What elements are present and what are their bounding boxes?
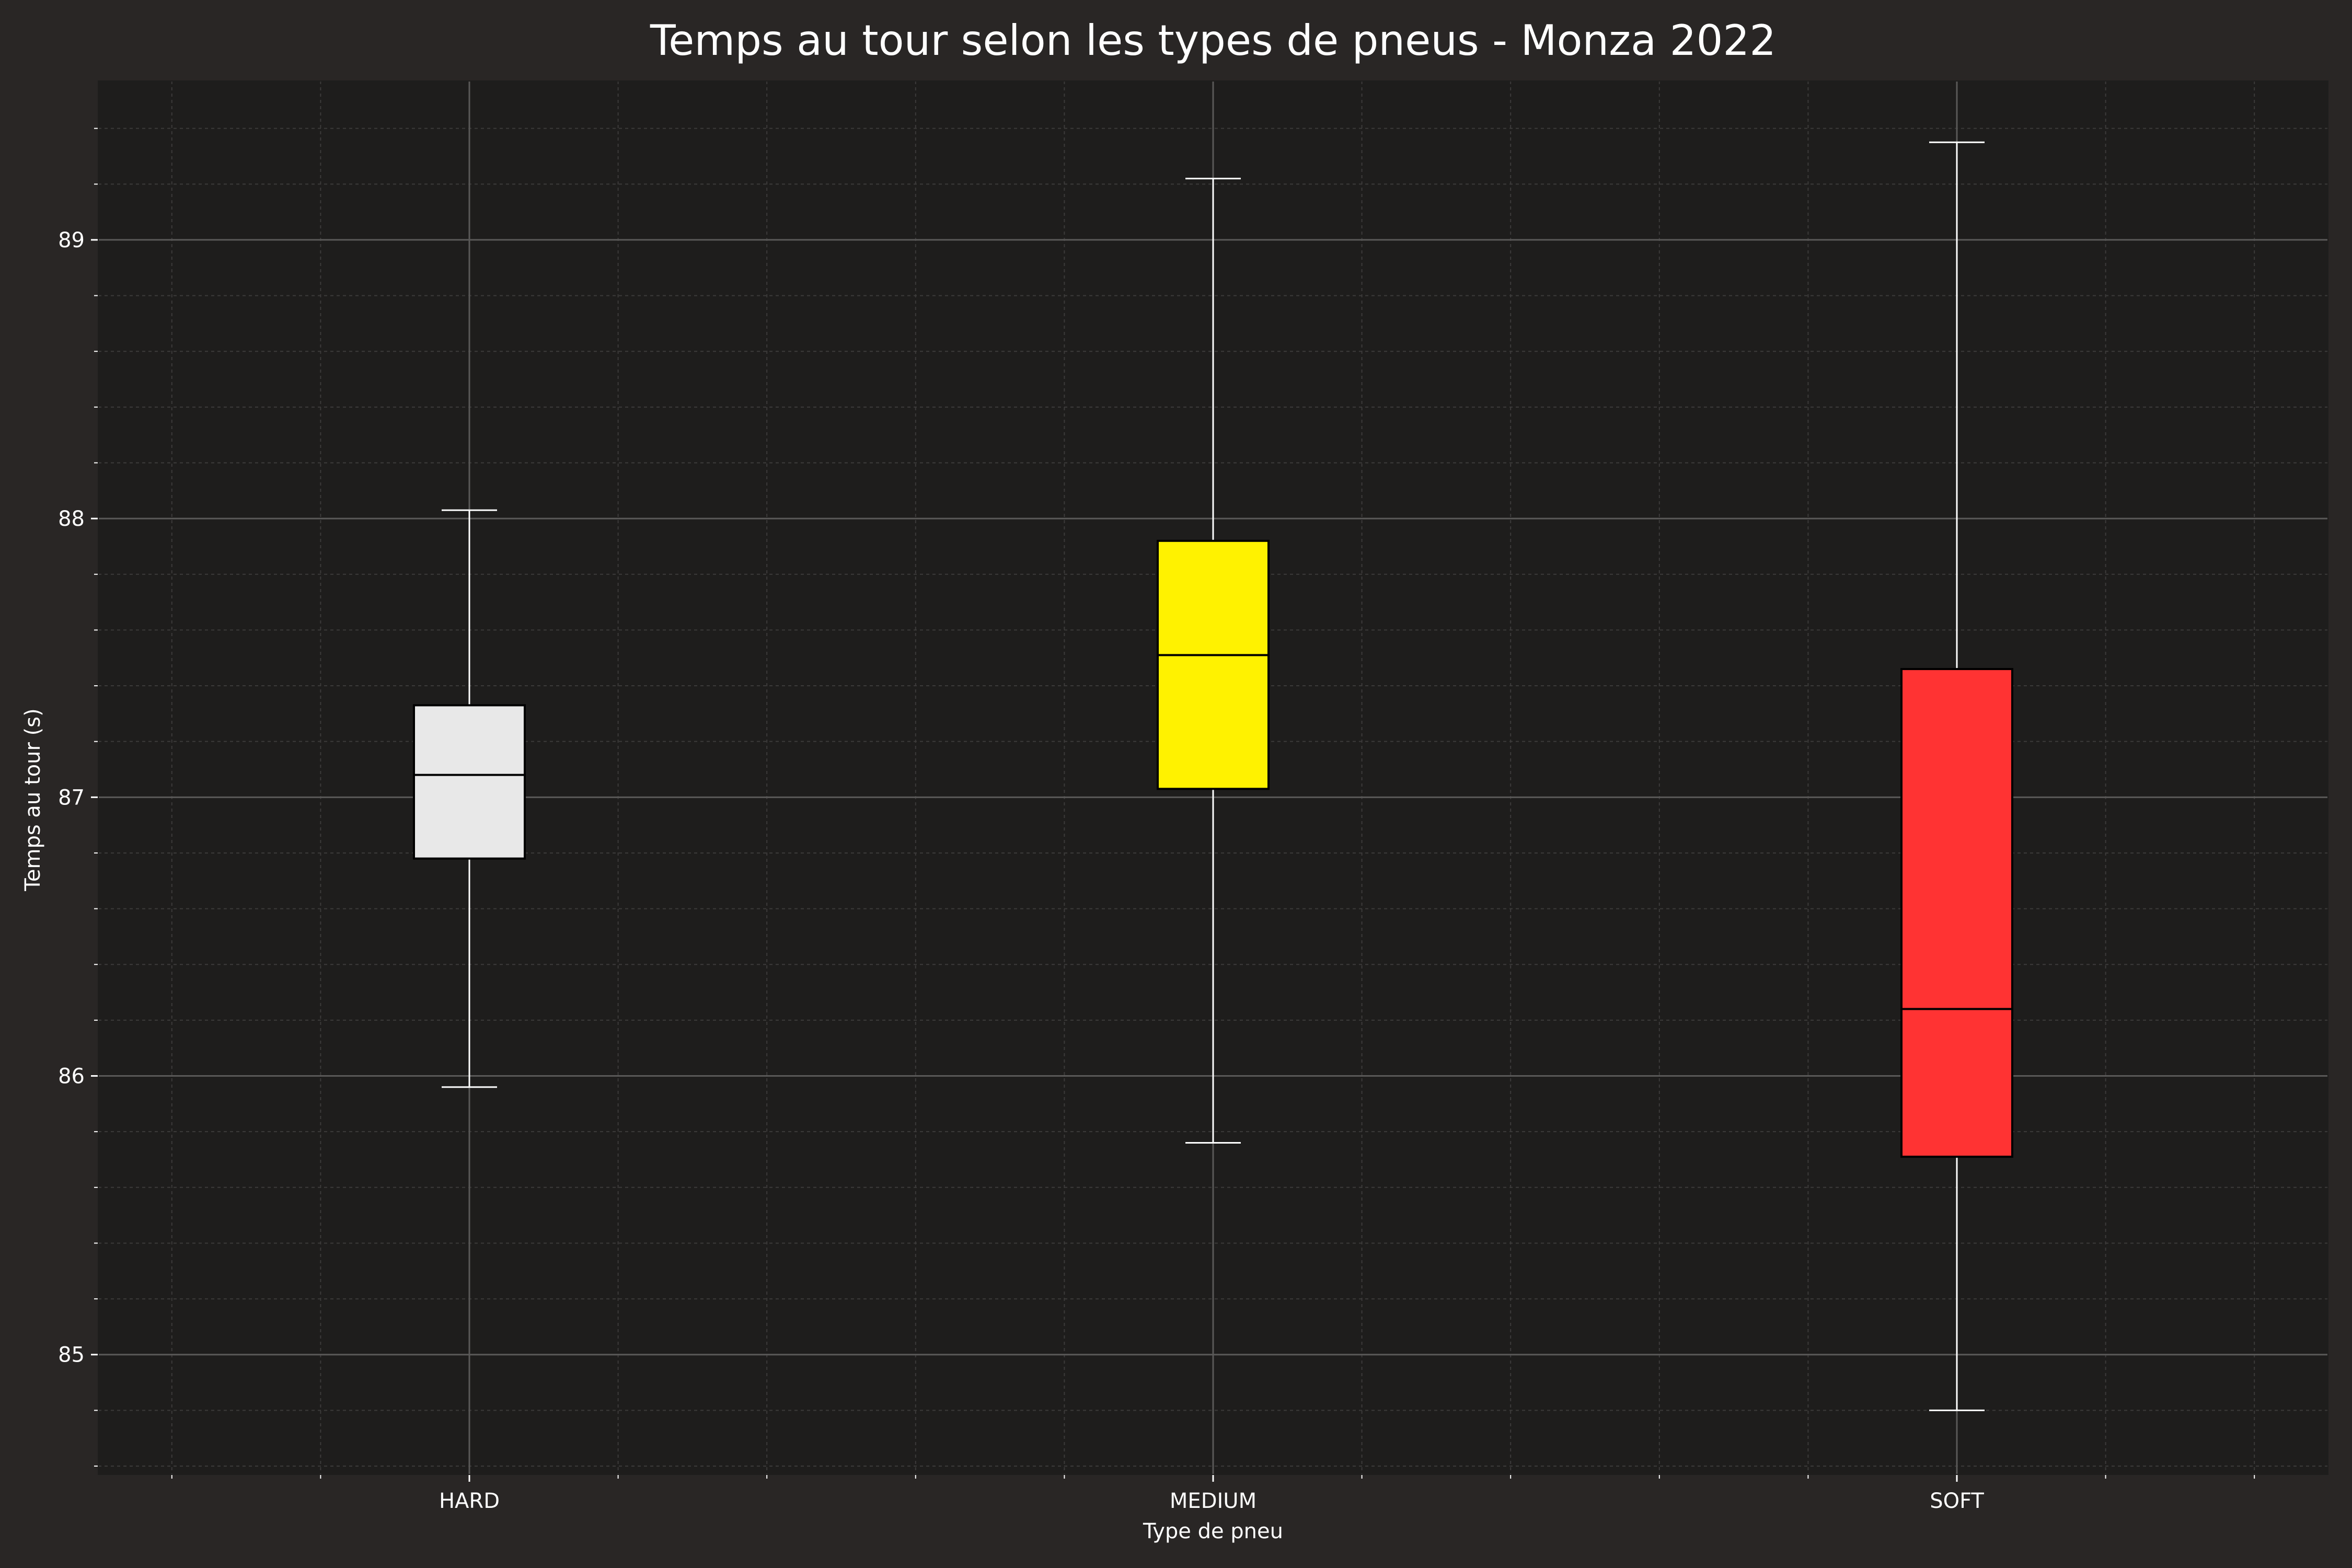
y-tick-label: 88 — [58, 507, 85, 531]
iqr-box — [1900, 668, 2013, 1158]
chart-title: Temps au tour selon les types de pneus -… — [650, 16, 1776, 65]
box-medium — [1157, 178, 1270, 1144]
y-tick-label: 89 — [58, 228, 85, 252]
iqr-box — [1157, 539, 1270, 790]
x-tick-label: MEDIUM — [1170, 1489, 1256, 1513]
box-hard — [413, 509, 526, 1088]
y-tick-label: 85 — [58, 1343, 85, 1367]
box-soft — [1900, 141, 2013, 1411]
x-axis-label: Type de pneu — [1143, 1519, 1283, 1543]
x-tick-label: SOFT — [1930, 1489, 1984, 1513]
box-plots — [98, 80, 2328, 1475]
y-tick-label: 86 — [58, 1065, 85, 1089]
x-tick-label: HARD — [439, 1489, 500, 1513]
iqr-box — [413, 704, 526, 860]
y-tick-label: 87 — [58, 786, 85, 810]
axis-ticks: 85 86 87 88 89 HARD MEDIUM SOFT — [58, 128, 2255, 1513]
y-axis-label: Temps au tour (s) — [21, 708, 45, 891]
plot-frame — [98, 80, 2328, 1475]
